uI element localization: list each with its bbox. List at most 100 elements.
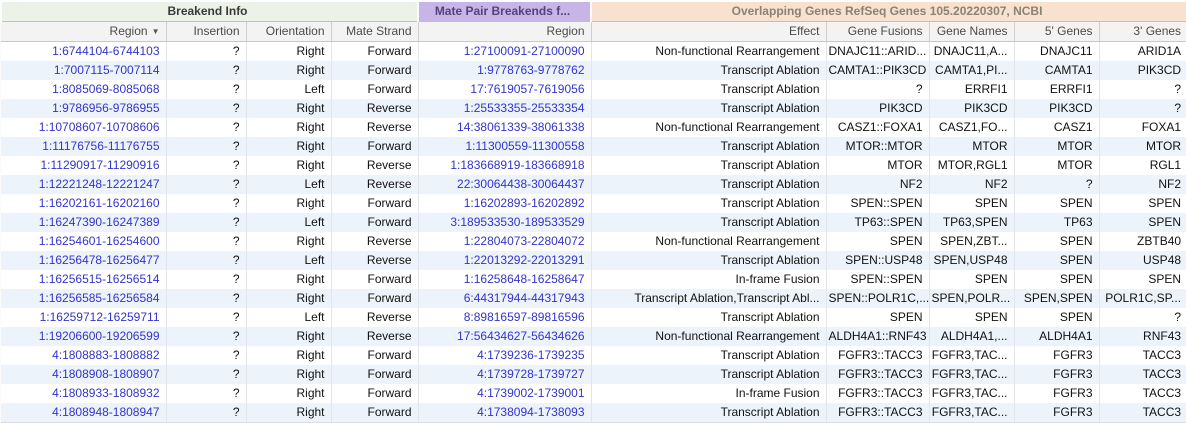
region-link[interactable]: 4:1808883-1808882 <box>52 348 160 362</box>
region-link[interactable]: 4:1808908-1808907 <box>52 367 160 381</box>
column-header-five_prime_genes[interactable]: 5' Genes <box>1014 21 1100 42</box>
three_prime_genes-cell: SPEN <box>1099 213 1186 232</box>
table-row[interactable]: 4:1808883-1808882? Right Forward 4:1739236-… <box>1 346 1186 365</box>
mate_region-link[interactable]: 1:9778763-9778762 <box>477 63 585 77</box>
mate_region-cell: 4:1739728-1739727 <box>418 365 592 384</box>
insertion-cell: ? <box>166 61 247 80</box>
table-row[interactable]: 4:1808908-1808907? Right Forward 4:1739728-… <box>1 365 1186 384</box>
mate_region-link[interactable]: 6:44317944-44317943 <box>463 291 585 305</box>
table-row[interactable]: 1:12221248-12221247? Left Reverse 22:300644… <box>1 175 1186 194</box>
column-header-insertion[interactable]: Insertion <box>166 21 247 42</box>
effect-cell: Transcript Ablation <box>591 365 827 384</box>
table-row[interactable]: 1:16256515-16256514? Right Forward 1:162586… <box>1 270 1186 289</box>
mate_region-link[interactable]: 4:1738094-1738093 <box>477 405 585 419</box>
column-header-gene_names[interactable]: Gene Names <box>929 21 1015 42</box>
orientation-cell: Right <box>246 232 332 251</box>
region-link[interactable]: 1:6744104-6744103 <box>52 44 160 58</box>
group-header: Breakend Info <box>0 0 420 22</box>
mate_region-link[interactable]: 1:25533355-25533354 <box>463 101 585 115</box>
table-row[interactable]: 1:6744104-6744103? Right Forward 1:27100091… <box>1 41 1186 61</box>
region-link[interactable]: 1:10708607-10708606 <box>38 120 160 134</box>
gene_fusions-cell: CAMTA1::PIK3CD <box>826 61 930 80</box>
mate_region-link[interactable]: 1:11300559-11300558 <box>465 139 585 153</box>
table-row[interactable]: 1:10708607-10708606? Right Reverse 14:38061… <box>1 118 1186 137</box>
region-link[interactable]: 1:12221248-12221247 <box>38 177 160 191</box>
region-link[interactable]: 1:16256585-16256584 <box>38 291 160 305</box>
region-link[interactable]: 4:1808933-1808932 <box>52 386 160 400</box>
mate_region-link[interactable]: 1:22013292-22013291 <box>463 253 585 267</box>
table-row[interactable]: 1:16254601-16254600? Right Reverse 1:228040… <box>1 232 1186 251</box>
table-row[interactable]: 1:16202161-16202160? Right Forward 1:162028… <box>1 194 1186 213</box>
gene_fusions-cell: ALDH4A1::RNF43 <box>826 327 930 346</box>
mate_region-link[interactable]: 4:1739236-1739235 <box>477 348 585 362</box>
column-header-three_prime_genes[interactable]: 3' Genes <box>1099 21 1186 42</box>
mate_strand-cell: Forward <box>331 365 419 384</box>
column-header-label: Insertion <box>193 24 240 38</box>
mate_region-link[interactable]: 1:22804073-22804072 <box>463 234 585 248</box>
effect-cell: Non-functional Rearrangement <box>591 41 827 61</box>
column-header-gene_fusions[interactable]: Gene Fusions <box>826 21 930 42</box>
column-header-effect[interactable]: Effect <box>591 21 827 42</box>
region-cell: 4:1808883-1808882 <box>1 346 167 365</box>
mate_region-link[interactable]: 4:1739728-1739727 <box>477 367 585 381</box>
mate_region-link[interactable]: 22:30064438-30064437 <box>457 177 585 191</box>
table-row[interactable]: 1:11290917-11290916? Right Reverse 1:183668… <box>1 156 1186 175</box>
region-link[interactable]: 1:9786956-9786955 <box>52 101 160 115</box>
region-link[interactable]: 1:11290917-11290916 <box>40 158 160 172</box>
table-row[interactable]: 4:1808948-1808947? Right Forward 4:1738094-… <box>1 403 1186 423</box>
table-row[interactable]: 1:16256478-16256477? Left Reverse 1:2201329… <box>1 251 1186 270</box>
table-row[interactable]: 1:7007115-7007114? Right Forward 1:9778763-… <box>1 61 1186 80</box>
gene_fusions-cell: SPEN <box>826 308 930 327</box>
effect-cell: In-frame Fusion <box>591 270 827 289</box>
mate_region-link[interactable]: 14:38061339-38061338 <box>457 120 585 134</box>
table-row[interactable]: 1:11176756-11176755? Right Forward 1:113005… <box>1 137 1186 156</box>
mate_region-link[interactable]: 4:1739002-1739001 <box>477 386 585 400</box>
region-link[interactable]: 1:19206600-19206599 <box>38 329 160 343</box>
mate_region-link[interactable]: 1:16258648-16258647 <box>463 272 585 286</box>
mate_region-link[interactable]: 1:16202893-16202892 <box>463 196 585 210</box>
region-link[interactable]: 1:16259712-16259711 <box>39 310 160 324</box>
insertion-cell: ? <box>166 251 247 270</box>
mate_region-link[interactable]: 1:27100091-27100090 <box>463 44 585 58</box>
column-header-mate_strand[interactable]: Mate Strand <box>331 21 419 42</box>
five_prime_genes-cell: MTOR <box>1014 137 1100 156</box>
region-link[interactable]: 1:8085069-8085068 <box>52 82 160 96</box>
mate_region-link[interactable]: 17:56434627-56434626 <box>457 329 585 343</box>
gene_names-cell: CAMTA1,PI... <box>929 61 1015 80</box>
table-row[interactable]: 1:19206600-19206599? Right Reverse 17:56434… <box>1 327 1186 346</box>
column-header-mate_region[interactable]: Region <box>418 21 592 42</box>
orientation-cell: Right <box>246 384 332 403</box>
mate_region-cell: 17:7619057-7619056 <box>418 80 592 99</box>
mate_strand-cell: Reverse <box>331 118 419 137</box>
region-link[interactable]: 1:7007115-7007114 <box>53 63 160 77</box>
orientation-cell: Right <box>246 61 332 80</box>
effect-cell: Transcript Ablation <box>591 346 827 365</box>
column-header-orientation[interactable]: Orientation <box>246 21 332 42</box>
region-link[interactable]: 1:16256478-16256477 <box>38 253 160 267</box>
mate_region-link[interactable]: 3:189533530-189533529 <box>450 215 585 229</box>
gene_fusions-cell: SPEN <box>826 232 930 251</box>
table-row[interactable]: 1:16247390-16247389? Left Forward 3:1895335… <box>1 213 1186 232</box>
mate_region-link[interactable]: 17:7619057-7619056 <box>470 82 585 96</box>
region-link[interactable]: 1:16254601-16254600 <box>38 234 160 248</box>
column-header-region[interactable]: Region ▼ <box>1 21 167 42</box>
mate_region-link[interactable]: 8:89816597-89816596 <box>463 310 585 324</box>
region-link[interactable]: 4:1808948-1808947 <box>52 405 160 419</box>
mate_strand-cell: Reverse <box>331 99 419 118</box>
region-link[interactable]: 1:16256515-16256514 <box>38 272 160 286</box>
gene_names-cell: NF2 <box>929 175 1015 194</box>
region-link[interactable]: 1:11176756-11176755 <box>42 139 160 153</box>
mate_region-link[interactable]: 1:183668919-183668918 <box>450 158 585 172</box>
region-link[interactable]: 1:16202161-16202160 <box>38 196 160 210</box>
region-link[interactable]: 1:16247390-16247389 <box>38 215 160 229</box>
table-row[interactable]: 4:1808933-1808932? Right Forward 4:1739002-… <box>1 384 1186 403</box>
orientation-cell: Left <box>246 80 332 99</box>
table-row[interactable]: 1:8085069-8085068? Left Forward 17:7619057-… <box>1 80 1186 99</box>
mate_region-cell: 1:16202893-16202892 <box>418 194 592 213</box>
five_prime_genes-cell: SPEN <box>1014 232 1100 251</box>
five_prime_genes-cell: ERRFI1 <box>1014 80 1100 99</box>
group-header-row: Breakend Info Mate Pair Breakends f... Ove… <box>0 0 1186 22</box>
table-row[interactable]: 1:9786956-9786955? Right Reverse 1:25533355… <box>1 99 1186 118</box>
table-row[interactable]: 1:16256585-16256584? Right Forward 6:443179… <box>1 289 1186 308</box>
table-row[interactable]: 1:16259712-16259711? Left Reverse 8:8981659… <box>1 308 1186 327</box>
